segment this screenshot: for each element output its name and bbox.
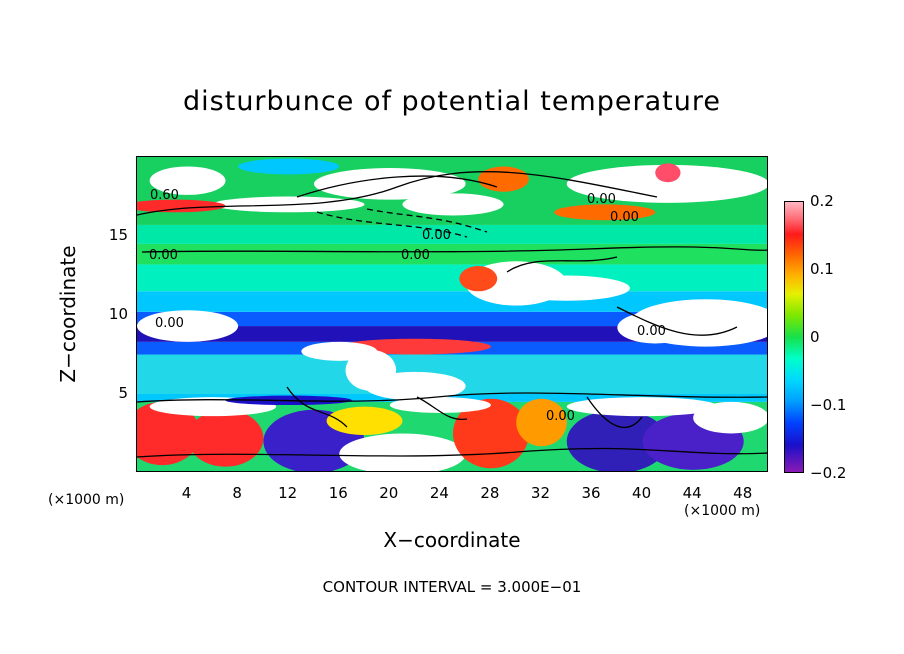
y-tick-label: 15 [108,226,128,244]
x-tick-label: 8 [232,484,242,502]
x-tick-label: 36 [581,484,601,502]
colorbar-tick-label: 0.1 [810,260,834,278]
x-tick-label: 44 [682,484,702,502]
contour-line [416,396,468,420]
contour-line [137,392,767,403]
contour-line [286,386,348,428]
contour-line [296,175,498,198]
contour-line [141,246,767,253]
x-tick-label: 32 [530,484,551,502]
y-axis-label: Z−coordinate [56,245,80,383]
field-blob [617,311,694,344]
contour-line [506,256,618,273]
band [137,243,767,265]
field-blob [238,158,340,175]
contour-label: 0.00 [546,409,575,424]
band [137,311,767,327]
field-blob [503,275,630,301]
contour-label: 0.00 [155,316,184,331]
field-blob [516,398,567,447]
field-blob [402,193,504,216]
contour-label: 0.00 [610,210,639,225]
x-unit-right: (×1000 m) [684,503,761,519]
field-blob [459,266,498,292]
field-blob [566,409,668,471]
colorbar-tick-label: 0 [810,328,820,346]
contour-label: 0.60 [150,188,179,203]
field-blob [187,409,264,467]
field-blob [326,406,403,436]
contour-line [316,211,468,238]
field-blob [149,166,226,195]
plot-area: 0.60 0.00 0.00 0.00 0.00 0.00 0.00 0.00 0.00 [136,156,768,472]
x-tick-label: 24 [429,484,449,502]
contour-line [366,208,488,233]
field-blob [453,398,529,469]
field-blob [566,164,767,203]
colorbar-tick-label: −0.1 [810,396,847,414]
x-tick-label: 4 [181,484,192,502]
field-blob [137,310,239,342]
x-tick-label: 12 [278,484,298,502]
contour-field: 0.60 0.00 0.00 0.00 0.00 0.00 0.00 0.00 0.00 [137,157,767,471]
y-tick-label: 10 [108,305,128,323]
field-blob [137,199,226,213]
contour-line [616,306,738,336]
contour-label: 0.00 [401,248,430,263]
x-axis-label: X−coordinate [383,528,521,552]
x-tick-label: 28 [480,484,500,502]
x-unit-left: (×1000 m) [48,492,125,508]
x-tick-label: 48 [733,484,753,502]
field-blob [364,371,466,401]
band [137,326,767,342]
colorbar-tick-label: 0.2 [810,192,834,210]
contour-interval-note: CONTOUR INTERVAL = 3.000E−01 [322,578,582,596]
y-tick-label: 5 [118,384,128,402]
contour-label: 0.00 [422,228,451,243]
contour-label: 0.00 [587,192,616,207]
contour-line [137,171,658,216]
contour-line [586,396,643,428]
x-tick-label: 40 [632,484,652,502]
x-tick-label: 20 [379,484,399,502]
contour-line [137,447,767,458]
band [137,264,767,292]
chart-title: disturbunce of potential temperature [183,86,721,117]
colorbar-tick-label: −0.2 [810,464,847,482]
field-blob [655,163,681,183]
field-blob [137,401,201,466]
field-blob [554,204,656,221]
colorbar [784,201,804,473]
field-blob [566,397,719,417]
field-blob [478,166,529,192]
band [137,224,767,244]
contour-label: 0.00 [637,324,666,339]
contour-label: 0.00 [149,248,178,263]
field-blob [339,433,466,471]
x-tick-label: 16 [328,484,348,502]
field-blob [389,397,491,413]
